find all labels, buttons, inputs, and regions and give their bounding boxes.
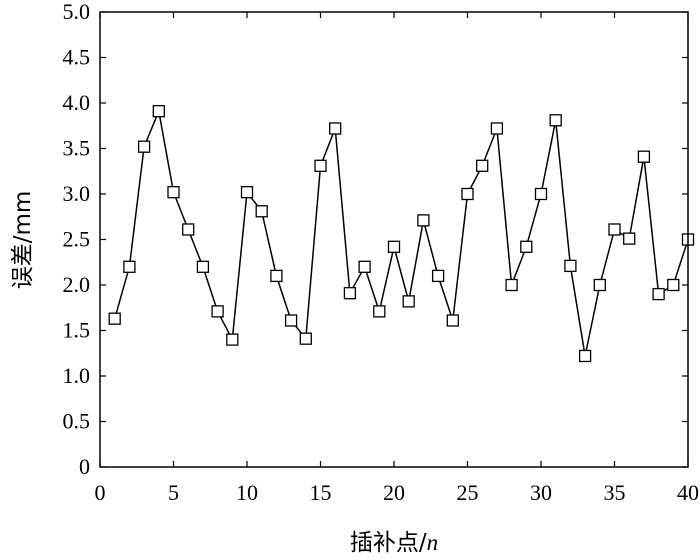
- data-point-marker: [461, 187, 474, 201]
- x-tick-label: 20: [383, 480, 405, 505]
- y-tick-label: 4.0: [63, 90, 91, 115]
- tick-labels-layer: 0 5 10 15 20 25 30 35 40 0 0.5 1.0 1.5 2.0 2.5 3.0 3.5 4.…: [63, 0, 700, 505]
- data-point-marker: [196, 260, 210, 273]
- data-point-marker: [137, 140, 151, 153]
- data-point-marker: [314, 159, 327, 172]
- data-point-marker: [167, 186, 180, 199]
- data-point-marker: [152, 105, 165, 118]
- y-tick-label: 5.0: [63, 0, 91, 24]
- data-point-marker: [593, 278, 606, 292]
- data-point-marker: [490, 122, 504, 135]
- x-tick-label: 15: [310, 480, 332, 505]
- data-point-marker: [211, 305, 224, 318]
- y-tick-label: 2.5: [63, 227, 91, 252]
- data-point-marker: [270, 269, 283, 283]
- data-point-marker: [476, 159, 489, 172]
- data-point-marker: [667, 278, 680, 292]
- data-point-marker: [637, 150, 651, 163]
- y-tick-label: 0.5: [63, 409, 91, 434]
- data-point-marker: [108, 312, 121, 325]
- data-point-marker: [623, 232, 636, 245]
- data-point-marker: [578, 349, 592, 363]
- x-axis-title: 插补点/n: [350, 530, 438, 556]
- plot-frame: [99, 11, 689, 468]
- data-point-marker: [284, 314, 298, 327]
- y-tick-label: 3.5: [63, 136, 91, 161]
- data-point-marker: [549, 114, 562, 127]
- y-tick-label: 3.0: [63, 181, 91, 206]
- data-point-marker: [446, 314, 459, 327]
- data-point-marker: [226, 333, 239, 346]
- data-point-marker: [343, 287, 357, 300]
- x-tick-label: 25: [457, 480, 479, 505]
- markers-layer: [108, 105, 695, 363]
- data-point-marker: [123, 260, 136, 273]
- y-tick-label: 1.0: [63, 363, 91, 388]
- y-tick-label: 1.5: [63, 318, 91, 343]
- data-point-marker: [564, 259, 577, 273]
- ticks-layer: [99, 11, 689, 468]
- data-point-marker: [255, 205, 268, 218]
- x-tick-label: 0: [95, 480, 106, 505]
- data-point-marker: [358, 260, 371, 273]
- series-line: [113, 108, 689, 357]
- x-axis-variable: n: [427, 530, 439, 555]
- data-point-marker: [534, 187, 548, 201]
- data-point-marker: [417, 214, 430, 227]
- data-point-marker: [240, 186, 254, 199]
- data-point-marker: [402, 295, 415, 308]
- y-tick-label: 0: [79, 454, 90, 479]
- data-point-marker: [299, 332, 312, 345]
- data-point-marker: [505, 278, 518, 292]
- data-point-marker: [387, 240, 401, 253]
- data-point-marker: [373, 305, 386, 318]
- x-tick-label: 40: [677, 480, 699, 505]
- x-tick-label: 30: [530, 480, 552, 505]
- data-point-marker: [431, 269, 445, 283]
- y-tick-label: 4.5: [63, 45, 91, 70]
- data-point-marker: [182, 223, 195, 236]
- y-axis-title: 误差/mm: [10, 191, 36, 290]
- data-point-marker: [652, 287, 665, 301]
- data-point-marker: [608, 223, 621, 236]
- x-axis-title-text: 插补点/: [350, 530, 427, 556]
- data-point-marker: [329, 122, 342, 135]
- x-tick-label: 5: [168, 480, 179, 505]
- y-tick-label: 2.0: [63, 272, 91, 297]
- data-point-marker: [520, 240, 533, 253]
- x-tick-label: 10: [236, 480, 258, 505]
- x-tick-label: 35: [604, 480, 626, 505]
